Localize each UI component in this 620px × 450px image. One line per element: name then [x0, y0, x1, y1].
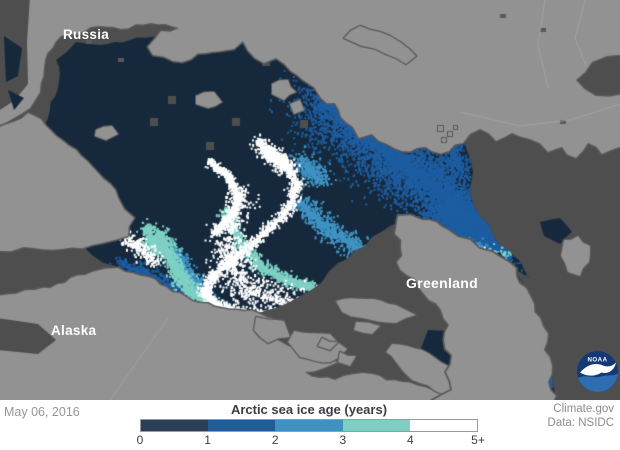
- noaa-logo-bird-icon: [580, 362, 616, 376]
- legend-tick: 3: [339, 433, 347, 447]
- map-label-greenland: Greenland: [406, 275, 478, 291]
- legend-tick: 4: [407, 433, 414, 447]
- legend-tick: 1: [204, 433, 211, 447]
- legend-ticks: 0 1 2 3 4 5+: [136, 433, 485, 448]
- credits: Climate.gov Data: NSIDC: [548, 403, 614, 431]
- legend-segment: [208, 420, 276, 431]
- legend-tick: 2: [271, 433, 279, 447]
- map-label-russia: Russia: [63, 27, 110, 42]
- legend-segment: [141, 420, 209, 431]
- map-label-alaska: Alaska: [51, 323, 97, 338]
- arctic-map: Russia Alaska Greenland NOAA: [0, 0, 620, 400]
- legend-segment: [275, 420, 343, 431]
- arctic-map-canvas: [0, 0, 620, 400]
- legend-title: Arctic sea ice age (years): [230, 402, 388, 417]
- noaa-logo: NOAA: [577, 351, 618, 392]
- legend-segment: [342, 420, 410, 431]
- legend-tick: 0: [136, 433, 144, 447]
- noaa-logo-text: NOAA: [587, 356, 607, 363]
- credit-data-source: Data: NSIDC: [547, 416, 614, 429]
- legend-segment: [409, 420, 478, 431]
- noaa-logo-wave: [577, 373, 618, 392]
- credit-climate-gov: Climate.gov: [553, 403, 614, 415]
- legend: Arctic sea ice age (years) 0 1 2 3 4 5+: [136, 400, 485, 450]
- legend-tick: 5+: [471, 433, 485, 447]
- legend-bar: [140, 419, 478, 432]
- caption-bar: May 06, 2016 Arctic sea ice age (years) …: [0, 400, 620, 450]
- date-label: May 06, 2016: [4, 405, 80, 419]
